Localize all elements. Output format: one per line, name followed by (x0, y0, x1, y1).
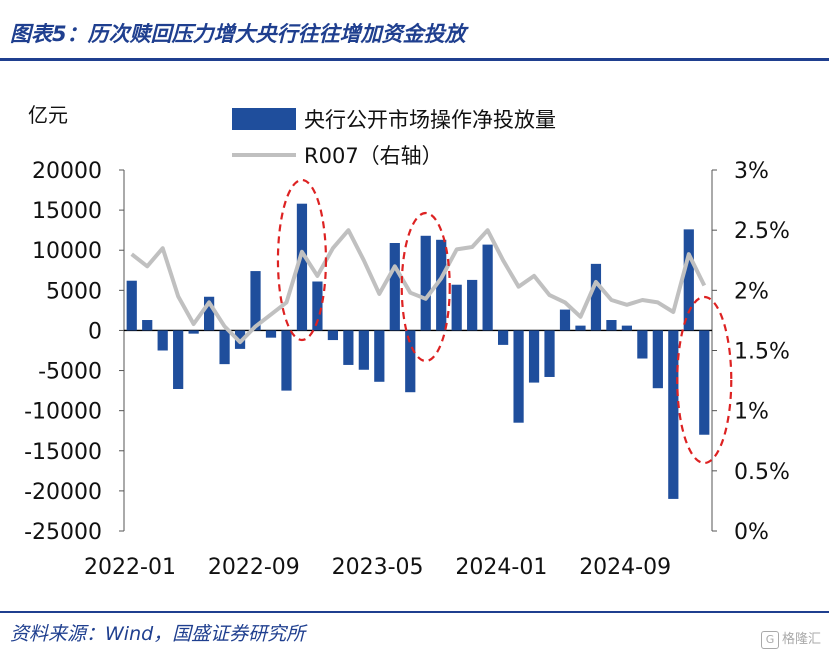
bar (652, 330, 663, 389)
bar (606, 320, 617, 331)
bar (528, 330, 540, 383)
watermark: G 格隆汇 (760, 628, 821, 649)
bar (250, 271, 261, 331)
right-tick-label: 0% (734, 520, 769, 545)
left-tick-label: -15000 (24, 440, 102, 465)
right-tick-label: 1.5% (734, 340, 790, 365)
right-tick-label: 1% (734, 400, 769, 425)
bar (621, 325, 633, 331)
annotations (276, 178, 733, 465)
bar (544, 330, 555, 377)
bar (668, 330, 679, 499)
bar (482, 244, 493, 331)
legend-line-label: R007（右轴） (304, 144, 443, 168)
right-tick-label: 3% (734, 159, 769, 184)
bar (173, 330, 184, 390)
r007-line (130, 228, 707, 345)
bar (683, 229, 694, 331)
bar (420, 235, 431, 331)
bar (358, 330, 369, 370)
bar (203, 296, 215, 331)
legend-bar-label: 央行公开市场操作净投放量 (304, 108, 556, 132)
left-tick-label: -25000 (24, 520, 102, 545)
bar (343, 330, 354, 365)
line-series (130, 228, 707, 345)
title-divider (0, 58, 829, 61)
left-tick-label: -10000 (24, 400, 102, 425)
left-axis-unit: 亿元 (28, 103, 68, 127)
bar (513, 330, 524, 423)
x-tick-label: 2022-09 (208, 555, 300, 580)
x-tick-label: 2024-01 (455, 555, 547, 580)
axes: 20000 15000 10000 5000 0 -5000 -10000 -15000 -20… (24, 103, 790, 580)
bar (436, 239, 447, 331)
watermark-logo-icon: G (760, 630, 779, 649)
bar (590, 263, 602, 331)
right-tick-label: 0.5% (734, 460, 790, 485)
bar (188, 330, 199, 334)
bar (467, 279, 478, 331)
bar-series (126, 203, 710, 499)
x-tick-label: 2023-05 (332, 555, 424, 580)
x-tick-label: 2022-01 (84, 555, 176, 580)
bar (451, 284, 462, 331)
bar (374, 330, 385, 382)
bar (699, 330, 710, 435)
annotation-ellipse (676, 295, 733, 465)
legend: 央行公开市场操作净投放量 R007（右轴） (232, 108, 556, 168)
bar (497, 330, 509, 345)
bar (281, 330, 292, 391)
bar (219, 330, 230, 365)
bar-line-chart: 20000 15000 10000 5000 0 -5000 -10000 -15000 -20… (24, 103, 790, 580)
source-note: 资料来源：Wind，国盛证券研究所 (10, 623, 306, 645)
left-tick-label: -5000 (38, 360, 102, 385)
right-tick-label: 2% (734, 279, 769, 304)
bar (296, 203, 308, 331)
legend-bar-swatch (232, 108, 296, 130)
bar (389, 243, 400, 331)
annotation-ellipse (276, 178, 328, 342)
bar (265, 330, 277, 338)
bar (559, 309, 571, 331)
source-divider (0, 611, 829, 613)
bar (142, 320, 153, 331)
bar (157, 330, 168, 351)
left-tick-label: -20000 (24, 480, 102, 505)
right-tick-label: 2.5% (734, 219, 790, 244)
left-tick-label: 0 (88, 319, 102, 344)
bar (312, 281, 323, 331)
bar (126, 280, 137, 331)
x-tick-label: 2024-09 (579, 555, 671, 580)
bar (327, 330, 339, 341)
bar (405, 330, 416, 393)
watermark-text: 格隆汇 (781, 632, 821, 647)
left-tick-label: 10000 (32, 239, 102, 264)
annotation-ellipse (400, 211, 451, 363)
left-tick-label: 5000 (46, 279, 102, 304)
figure-title: 图表5：历次赎回压力增大央行往往增加资金投放 (10, 22, 466, 46)
bar (637, 330, 648, 359)
left-tick-label: 20000 (32, 159, 102, 184)
bar (575, 325, 586, 331)
left-tick-label: 15000 (32, 199, 102, 224)
